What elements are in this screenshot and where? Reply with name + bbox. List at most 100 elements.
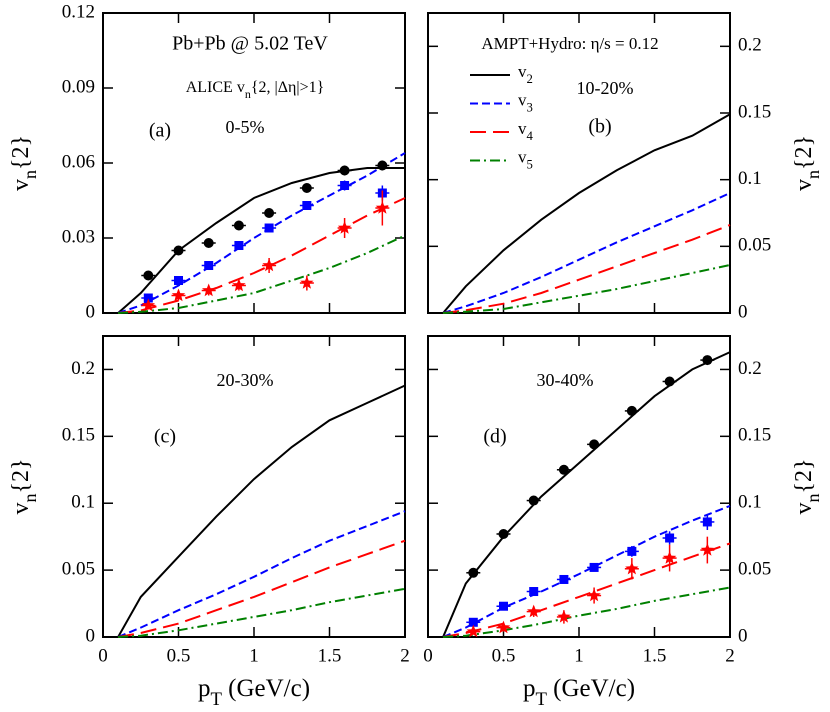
data-point	[234, 241, 244, 250]
data-point	[143, 270, 154, 281]
data-point	[300, 276, 314, 289]
y-tick-label: 0.15	[738, 425, 771, 446]
annotation: (b)	[588, 116, 611, 138]
y-tick-label: 0.2	[71, 358, 95, 379]
data-point	[377, 160, 388, 171]
series-line	[118, 234, 406, 314]
x-tick-label: 2	[725, 645, 735, 666]
x-tick-label: 2	[400, 645, 410, 666]
y-tick-label: 0.12	[62, 1, 95, 22]
annotation: ALICE vn{2, |Δη|>1}	[186, 79, 325, 101]
y-axis-label-part: {2}	[8, 135, 34, 170]
legend-label-part: v	[518, 119, 527, 138]
y-axis-label: vn{2}	[8, 458, 41, 514]
series-line	[117, 539, 406, 638]
data-point	[264, 223, 274, 233]
data-point	[143, 293, 153, 303]
y-axis-label-part: n	[20, 170, 40, 179]
legend-label-part: v	[518, 62, 527, 81]
data-point	[702, 517, 712, 527]
y-tick-label: 0.06	[62, 151, 95, 172]
annotation: (d)	[483, 426, 506, 448]
data-point	[203, 238, 214, 248]
y-tick-label: 0	[738, 301, 748, 322]
data-point	[232, 278, 246, 292]
y-tick-label: 0	[738, 625, 748, 646]
data-point	[339, 165, 350, 176]
data-point	[204, 261, 214, 270]
y-tick-label: 0.1	[738, 168, 762, 189]
data-point	[340, 181, 350, 190]
data-point	[627, 546, 637, 556]
x-axis-label: pT (GeV/c)	[198, 675, 310, 710]
data-point	[559, 574, 569, 584]
series-line	[118, 587, 406, 638]
y-tick-label: 0.03	[62, 226, 95, 247]
plot-frame	[102, 12, 406, 314]
data-point	[528, 495, 539, 506]
data-point	[264, 208, 275, 218]
y-axis-label-part: v	[791, 503, 817, 515]
data-point	[662, 551, 677, 564]
data-point	[589, 562, 599, 572]
series-line	[117, 152, 406, 314]
x-tick-label: 1.5	[318, 645, 342, 666]
series-line	[117, 384, 406, 638]
series-line	[442, 192, 731, 314]
annotation-part: ALICE v	[186, 79, 245, 96]
y-axis-label: vn{2}	[791, 135, 824, 191]
data-point	[700, 543, 714, 556]
data-point	[174, 276, 183, 285]
data-point	[233, 220, 244, 231]
y-tick-label: 0.2	[738, 358, 762, 379]
x-axis-label-part: p	[523, 675, 536, 702]
y-tick-label: 0.05	[738, 558, 771, 579]
series-line	[117, 510, 406, 638]
data-point	[529, 587, 539, 597]
data-point	[468, 567, 479, 578]
annotation: (c)	[154, 426, 176, 448]
x-tick-label: 0.5	[492, 645, 516, 666]
annotation: (a)	[149, 120, 171, 142]
legend-label: v3	[518, 90, 533, 114]
data-point	[337, 221, 352, 234]
y-tick-label: 0.09	[62, 76, 95, 97]
annotation: Pb+Pb @ 5.02 TeV	[172, 33, 328, 55]
legend-label-part: 3	[527, 100, 533, 114]
series-line	[442, 351, 731, 638]
series-line	[117, 167, 405, 314]
annotation: 30-40%	[537, 370, 594, 390]
plot-frame	[427, 12, 731, 314]
y-axis-label-part: v	[8, 503, 34, 515]
x-tick-label: 1	[574, 645, 584, 666]
series-line	[117, 197, 406, 314]
data-point	[664, 376, 675, 387]
y-tick-label: 0.05	[62, 558, 95, 579]
x-tick-label: 1	[249, 645, 259, 666]
y-tick-label: 0	[86, 301, 96, 322]
data-point	[302, 201, 312, 210]
y-axis-label: vn{2}	[8, 135, 41, 191]
data-point	[375, 201, 389, 214]
y-tick-label: 0.05	[738, 235, 771, 256]
x-tick-label: 0	[423, 645, 433, 666]
y-axis-label-part: n	[803, 170, 823, 179]
y-axis-label-part: n	[20, 494, 40, 503]
y-axis-label-part: v	[791, 179, 817, 191]
data-point	[262, 258, 276, 272]
x-axis-label-part: (GeV/c)	[547, 675, 635, 702]
series-line	[442, 113, 731, 314]
x-tick-label: 0.5	[167, 645, 191, 666]
series-line	[443, 586, 731, 638]
series-line	[442, 224, 731, 314]
data-point	[141, 298, 155, 312]
data-point	[202, 283, 216, 297]
legend-label: v2	[518, 62, 533, 86]
data-point	[499, 601, 508, 611]
data-point	[626, 405, 637, 416]
annotation-part: {2, |Δη|>1}	[251, 79, 324, 96]
legend-label: v5	[518, 147, 533, 171]
legend-label-part: 2	[527, 72, 533, 86]
x-axis-label: pT (GeV/c)	[523, 675, 635, 710]
